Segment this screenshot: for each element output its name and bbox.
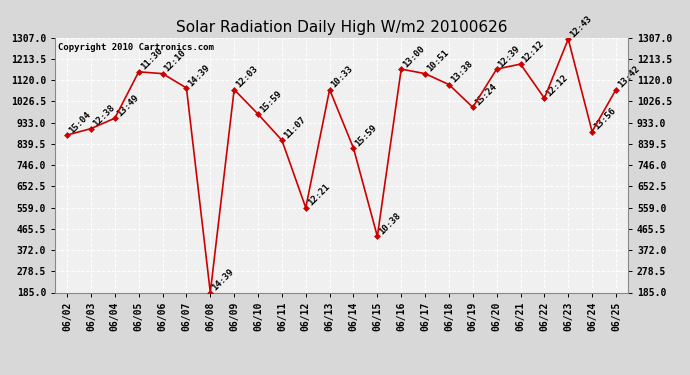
Text: 10:51: 10:51 xyxy=(425,48,451,74)
Text: 13:00: 13:00 xyxy=(401,44,426,69)
Text: 13:38: 13:38 xyxy=(449,59,474,84)
Text: 12:10: 12:10 xyxy=(163,48,188,74)
Text: 13:49: 13:49 xyxy=(115,93,140,118)
Text: 10:38: 10:38 xyxy=(377,211,403,236)
Text: 11:30: 11:30 xyxy=(139,46,164,72)
Text: 10:33: 10:33 xyxy=(330,64,355,90)
Title: Solar Radiation Daily High W/m2 20100626: Solar Radiation Daily High W/m2 20100626 xyxy=(176,20,507,35)
Text: 11:07: 11:07 xyxy=(282,115,307,140)
Text: 14:39: 14:39 xyxy=(186,63,212,88)
Text: 13:56: 13:56 xyxy=(592,106,618,132)
Text: 12:12: 12:12 xyxy=(520,39,546,64)
Text: 14:39: 14:39 xyxy=(210,267,236,292)
Text: 15:59: 15:59 xyxy=(258,89,284,114)
Text: 13:42: 13:42 xyxy=(616,64,641,90)
Text: 12:39: 12:39 xyxy=(497,44,522,69)
Text: 12:43: 12:43 xyxy=(569,14,593,39)
Text: 15:59: 15:59 xyxy=(353,123,379,148)
Text: 12:21: 12:21 xyxy=(306,182,331,208)
Text: 12:38: 12:38 xyxy=(91,103,117,129)
Text: 15:04: 15:04 xyxy=(67,110,92,135)
Text: 12:03: 12:03 xyxy=(234,64,259,90)
Text: 15:24: 15:24 xyxy=(473,82,498,107)
Text: Copyright 2010 Cartronics.com: Copyright 2010 Cartronics.com xyxy=(58,43,214,52)
Text: 12:12: 12:12 xyxy=(544,73,570,98)
